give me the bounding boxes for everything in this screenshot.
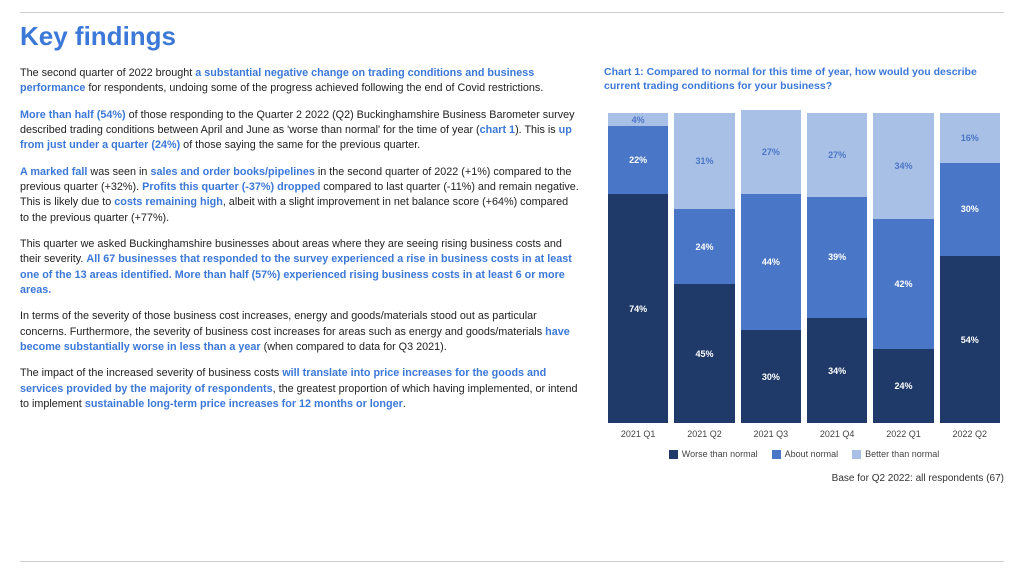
- bar-column: 16%30%54%: [940, 103, 1000, 423]
- bar-segment: 16%: [940, 113, 1000, 163]
- x-tick: 2021 Q2: [674, 429, 734, 439]
- bar-segment: 30%: [940, 163, 1000, 256]
- bar-segment: 54%: [940, 256, 1000, 423]
- legend-worse: Worse than normal: [669, 449, 758, 459]
- bar-segment: 39%: [807, 197, 867, 318]
- bar-segment: 44%: [741, 194, 801, 330]
- para-6: The impact of the increased severity of …: [20, 366, 580, 412]
- para-4: This quarter we asked Buckinghamshire bu…: [20, 237, 580, 298]
- stacked-bar-chart: 4%22%74%31%24%45%27%44%30%27%39%34%34%42…: [604, 103, 1004, 423]
- bar-column: 31%24%45%: [674, 103, 734, 423]
- para-2: More than half (54%) of those responding…: [20, 108, 580, 154]
- para-1: The second quarter of 2022 brought a sub…: [20, 66, 580, 97]
- bar-column: 34%42%24%: [873, 103, 933, 423]
- legend-better: Better than normal: [852, 449, 939, 459]
- bar-segment: 22%: [608, 126, 668, 194]
- bar-column: 4%22%74%: [608, 103, 668, 423]
- bar-segment: 24%: [674, 209, 734, 283]
- content-columns: The second quarter of 2022 brought a sub…: [20, 66, 1004, 484]
- bar-segment: 4%: [608, 113, 668, 125]
- bar-segment: 30%: [741, 330, 801, 423]
- x-tick: 2021 Q1: [608, 429, 668, 439]
- bar-segment: 27%: [807, 113, 867, 197]
- bar-segment: 34%: [807, 318, 867, 423]
- chart-base-note: Base for Q2 2022: all respondents (67): [604, 473, 1004, 484]
- body-text: The second quarter of 2022 brought a sub…: [20, 66, 580, 484]
- rule-top: [20, 12, 1004, 13]
- bar-segment: 31%: [674, 113, 734, 209]
- rule-bottom: [20, 561, 1004, 562]
- chart-panel: Chart 1: Compared to normal for this tim…: [604, 66, 1004, 484]
- x-tick: 2022 Q2: [940, 429, 1000, 439]
- para-5: In terms of the severity of those busine…: [20, 309, 580, 355]
- chart-x-axis: 2021 Q1 2021 Q2 2021 Q3 2021 Q4 2022 Q1 2022 …: [604, 429, 1004, 439]
- x-tick: 2021 Q3: [741, 429, 801, 439]
- page-title: Key findings: [20, 21, 1004, 52]
- x-tick: 2022 Q1: [873, 429, 933, 439]
- bar-segment: 34%: [873, 113, 933, 218]
- legend-about: About normal: [772, 449, 839, 459]
- bar-segment: 27%: [741, 110, 801, 194]
- x-tick: 2021 Q4: [807, 429, 867, 439]
- para-3: A marked fall was seen in sales and orde…: [20, 165, 580, 226]
- chart-legend: Worse than normal About normal Better th…: [604, 449, 1004, 459]
- bar-segment: 45%: [674, 284, 734, 424]
- bar-column: 27%39%34%: [807, 103, 867, 423]
- chart-title: Chart 1: Compared to normal for this tim…: [604, 66, 1004, 93]
- bar-segment: 24%: [873, 349, 933, 423]
- bar-column: 27%44%30%: [741, 103, 801, 423]
- bar-segment: 42%: [873, 219, 933, 349]
- bar-segment: 74%: [608, 194, 668, 423]
